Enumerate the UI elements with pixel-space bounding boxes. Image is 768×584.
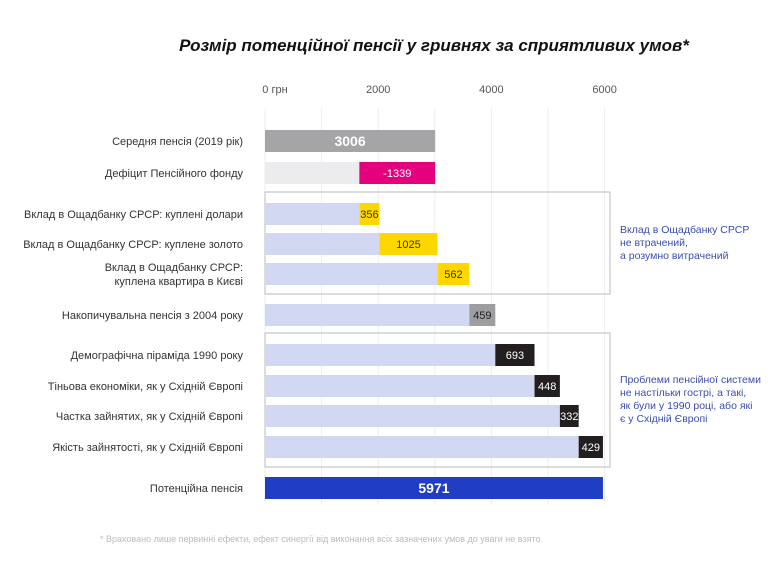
bar-value-label: 3006: [334, 133, 365, 149]
bar: [495, 344, 535, 366]
bar: [359, 162, 436, 184]
x-tick-label: 0 грн: [262, 84, 287, 96]
bar-value-label: 693: [506, 350, 524, 362]
bar: [359, 203, 380, 225]
bar-value-label: 448: [538, 381, 556, 393]
bar: [265, 477, 603, 499]
category-label: Вклад в Ощадбанку СРСР: куплені долари: [24, 209, 243, 221]
category-label: Вклад в Ощадбанку СРСР: куплене золото: [23, 239, 243, 251]
bar-value-label: 1025: [396, 239, 420, 251]
group-note-line: не втрачений,: [620, 237, 688, 249]
bar-base: [265, 344, 496, 366]
bar-value-label: 459: [473, 310, 491, 322]
category-label: Частка зайнятих, як у Східній Європі: [56, 411, 243, 423]
group-note-line: не настільки гострі, а такі,: [620, 387, 746, 399]
bar: [559, 405, 579, 427]
chart-title: Розмір потенційної пенсії у гривнях за с…: [179, 36, 689, 55]
category-label: Середня пенсія (2019 рік): [112, 136, 243, 148]
bar-base: [265, 162, 360, 184]
category-label: куплена квартира в Києві: [114, 276, 243, 288]
bar-value-label: 356: [360, 209, 378, 221]
bar-base: [265, 233, 380, 255]
bar: [578, 436, 603, 458]
group-note-line: Вклад в Ощадбанку СРСР: [620, 224, 749, 236]
category-label: Накопичувальна пенсія з 2004 року: [62, 310, 244, 322]
category-label: Вклад в Ощадбанку СРСР:: [105, 262, 243, 274]
footnote: * Враховано лише первинні ефекти, ефект …: [100, 534, 541, 544]
x-tick-label: 6000: [592, 84, 616, 96]
category-label: Потенційна пенсія: [150, 483, 243, 495]
bar-base: [265, 203, 360, 225]
group-box: [264, 332, 611, 468]
group-note-line: як були у 1990 році, або які: [620, 400, 752, 412]
bar: [379, 233, 438, 255]
bar-value-label: 562: [444, 269, 462, 281]
bar-value-label: 332: [560, 411, 578, 423]
group-note-line: є у Східній Європі: [620, 413, 707, 425]
bar-base: [265, 263, 438, 285]
bar-value-label: -1339: [383, 168, 411, 180]
x-tick-label: 2000: [366, 84, 390, 96]
bar-base: [265, 436, 579, 458]
bar: [534, 375, 560, 397]
bar-base: [265, 304, 470, 326]
bar-value-label: 5971: [418, 480, 449, 496]
bar-base: [265, 405, 560, 427]
x-tick-label: 4000: [479, 84, 503, 96]
bar-value-label: 429: [582, 442, 600, 454]
bar: [469, 304, 496, 326]
category-label: Дефіцит Пенсійного фонду: [105, 168, 244, 180]
bar: [437, 263, 470, 285]
category-label: Тіньова економіки, як у Східній Європі: [48, 381, 243, 393]
category-label: Демографічна піраміда 1990 року: [71, 350, 244, 362]
bar-base: [265, 375, 535, 397]
category-label: Якість зайнятості, як у Східній Європі: [52, 442, 243, 454]
group-note-line: а розумно витрачений: [620, 250, 729, 262]
bar: [265, 130, 436, 152]
group-note-line: Проблеми пенсійної системи: [620, 374, 761, 386]
